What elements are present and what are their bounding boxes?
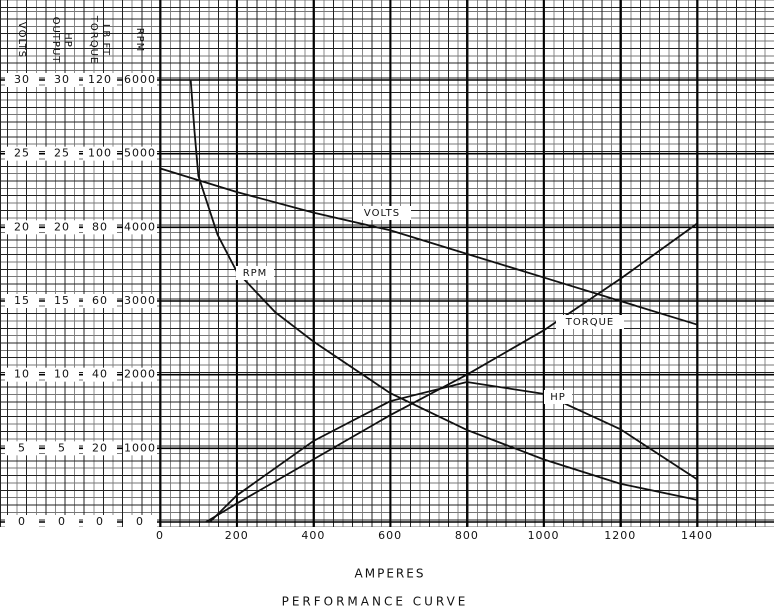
y-tick-label: 25 [54,147,70,160]
tick-label-bg [45,294,79,308]
y-tick-label: 20 [14,220,30,233]
tick-label-bg [123,73,157,87]
y-tick-label: 60 [92,294,108,307]
y-tick-label: 0 [136,515,144,528]
tick-label-bg [123,367,157,382]
y-axis-label: RPM [134,28,145,53]
y-tick-label: 15 [14,294,30,307]
series-label-bg [544,390,572,404]
tick-label-bg [45,146,79,161]
tick-label-bg [123,220,157,235]
y-tick-label: 0 [18,515,26,528]
series-label-bg [236,266,274,280]
series-label-bg [353,206,411,220]
y-axis-label: TORQUE [88,15,99,64]
series-label: TORQUE [565,317,614,328]
tick-label-bg [83,515,117,529]
tick-label-bg [83,294,117,308]
tick-label-bg [83,367,117,382]
series-line [205,222,698,523]
tick-label-bg [123,441,157,456]
y-tick-label: 5 [58,441,66,454]
series-label: VOLTS [364,208,400,219]
y-tick-label: 25 [14,147,30,160]
x-tick-label: 400 [301,529,325,542]
y-tick-label: 10 [54,368,70,381]
y-tick-label: 30 [54,73,70,86]
tick-label-bg [5,220,39,235]
y-tick-label: 10 [14,368,30,381]
x-tick-label: 1000 [528,529,560,542]
y-tick-label: 1000 [124,441,156,454]
tick-label-bg [83,73,117,87]
x-tick-label: 600 [378,529,402,542]
y-tick-label: 0 [96,515,104,528]
y-axis-label: HP [62,32,73,48]
tick-label-bg [5,146,39,161]
y-tick-label: 80 [92,220,108,233]
y-tick-label: 4000 [124,220,156,233]
tick-label-bg [45,73,79,87]
y-tick-label: 20 [92,441,108,454]
tick-label-bg [5,367,39,382]
tick-label-bg [5,294,39,308]
x-tick-label: 0 [156,529,164,542]
tick-label-bg [45,367,79,382]
x-tick-label: 1200 [604,529,636,542]
y-tick-label: 6000 [124,73,156,86]
tick-label-bg [83,220,117,235]
tick-label-bg [45,515,79,529]
series-line [209,381,698,523]
chart-title: PERFORMANCE CURVE [282,595,469,609]
y-axis-label: VOLTS [16,22,27,58]
x-tick-label: 200 [225,529,249,542]
y-tick-label: 2000 [124,368,156,381]
graph-paper [0,0,774,527]
series-label: HP [550,392,566,403]
x-axis-label: AMPERES [355,567,426,581]
y-tick-label: 120 [88,73,112,86]
y-tick-label: 5000 [124,147,156,160]
y-tick-label: 20 [54,220,70,233]
tick-label-bg [123,294,157,308]
tick-label-bg [45,441,79,456]
tick-label-bg [83,441,117,456]
x-tick-label: 800 [455,529,479,542]
series-line [189,79,698,501]
y-axis-label: OUTPUT [50,17,61,64]
y-tick-label: 5 [18,441,26,454]
y-tick-label: 3000 [124,294,156,307]
series-label: RPM [243,268,268,279]
y-tick-label: 0 [58,515,66,528]
tick-label-bg [83,146,117,161]
tick-label-bg [45,220,79,235]
tick-label-bg [5,515,39,529]
y-tick-label: 30 [14,73,30,86]
y-axis-label: LB FT [100,24,111,56]
series-label-bg [556,315,624,329]
tick-label-bg [123,146,157,161]
tick-label-bg [5,441,39,456]
y-tick-label: 100 [88,147,112,160]
x-tick-label: 1400 [681,529,713,542]
y-tick-label: 40 [92,368,108,381]
tick-label-bg [123,515,157,529]
y-tick-label: 15 [54,294,70,307]
tick-label-bg [5,73,39,87]
series-line [159,167,698,326]
